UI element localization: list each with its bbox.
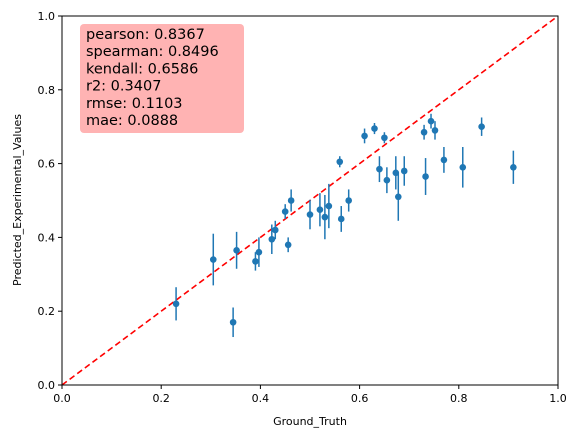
stats-line: kendall: 0.6586 — [86, 61, 198, 77]
data-point-29 — [431, 121, 439, 140]
data-point-18 — [361, 128, 368, 144]
y-tick-label: 0.2 — [38, 305, 56, 318]
data-marker — [209, 256, 217, 263]
y-tick-label: 1.0 — [38, 10, 56, 23]
data-marker — [361, 132, 368, 140]
axis-ticks: 0.0 0.2 0.4 0.6 0.8 1.0 0.0 0.2 0.4 0.6 0.8 1.0 — [38, 10, 567, 405]
data-point-20 — [376, 156, 383, 183]
data-marker — [325, 202, 333, 210]
x-tick-label: 0.2 — [152, 392, 170, 405]
data-marker — [316, 206, 324, 214]
data-marker — [337, 215, 345, 223]
plot-frame — [61, 15, 559, 386]
stats-line: spearman: 0.8496 — [86, 44, 219, 60]
data-point-2 — [229, 307, 237, 338]
data-marker — [420, 128, 428, 136]
data-marker — [336, 158, 344, 166]
x-tick-label: 0.8 — [450, 392, 468, 405]
data-marker — [383, 176, 391, 184]
data-point-31 — [459, 146, 467, 188]
data-marker — [371, 125, 378, 132]
x-tick-label: 1.0 — [549, 392, 567, 405]
y-tick-label: 0.6 — [38, 158, 56, 171]
data-point-5 — [255, 237, 263, 267]
data-point-28 — [427, 113, 435, 129]
data-marker — [400, 167, 408, 175]
data-marker — [284, 241, 292, 249]
data-point-30 — [440, 146, 448, 173]
stats-line: rmse: 0.1103 — [86, 96, 183, 112]
y-tick-label: 0.8 — [38, 84, 56, 97]
data-marker — [478, 123, 485, 130]
data-point-1 — [209, 233, 217, 286]
data-point-4 — [252, 252, 259, 271]
data-point-3 — [233, 231, 240, 269]
data-marker — [172, 300, 180, 308]
data-point-23 — [392, 156, 400, 190]
data-marker — [440, 156, 448, 164]
data-point-9 — [284, 237, 292, 253]
y-axis-label: Predicted_Experimental_Values — [11, 114, 24, 286]
data-marker — [431, 127, 439, 134]
x-axis-label: Ground_Truth — [273, 415, 347, 428]
data-point-21 — [381, 132, 388, 144]
data-marker — [255, 248, 263, 256]
plot-area — [61, 15, 559, 386]
data-marker — [345, 197, 352, 204]
data-point-24 — [394, 172, 402, 221]
data-marker — [510, 163, 517, 171]
data-marker — [394, 193, 402, 201]
data-point-17 — [345, 189, 352, 212]
data-marker — [271, 226, 279, 234]
y-tick-label: 0.4 — [38, 231, 56, 244]
data-marker — [427, 117, 435, 125]
data-point-8 — [281, 204, 289, 219]
data-marker — [268, 235, 276, 243]
data-point-26 — [420, 124, 428, 140]
data-marker — [321, 213, 329, 221]
data-point-19 — [371, 123, 378, 135]
data-marker — [422, 173, 429, 180]
data-point-14 — [325, 183, 333, 229]
data-point-22 — [383, 167, 391, 194]
stats-line: mae: 0.0888 — [86, 113, 178, 129]
data-point-10 — [287, 189, 295, 212]
stats-line: r2: 0.3407 — [86, 79, 161, 95]
data-marker — [306, 211, 314, 218]
data-point-25 — [400, 156, 408, 186]
data-point-27 — [422, 158, 429, 195]
data-marker — [281, 208, 289, 215]
data-point-0 — [172, 287, 180, 321]
data-point-12 — [316, 193, 324, 227]
data-marker — [233, 247, 240, 254]
x-tick-label: 0.6 — [351, 392, 369, 405]
data-marker — [381, 134, 388, 142]
data-marker — [392, 169, 400, 177]
data-point-15 — [336, 156, 344, 168]
data-marker — [229, 318, 237, 326]
x-tick-label: 0.4 — [252, 392, 270, 405]
data-point-7 — [271, 220, 279, 240]
data-point-32 — [478, 117, 485, 136]
data-point-11 — [306, 199, 314, 230]
stats-line: pearson: 0.8367 — [86, 27, 205, 43]
data-marker — [376, 165, 383, 173]
data-point-13 — [321, 194, 329, 240]
data-marker — [459, 163, 467, 171]
data-marker — [252, 258, 259, 265]
x-tick-label: 0.0 — [53, 392, 71, 405]
data-point-16 — [337, 206, 345, 232]
data-point-6 — [268, 224, 276, 255]
data-marker — [287, 197, 295, 204]
y-tick-label: 0.0 — [38, 379, 56, 392]
data-point-33 — [510, 150, 517, 184]
stats-box-background — [80, 24, 244, 133]
